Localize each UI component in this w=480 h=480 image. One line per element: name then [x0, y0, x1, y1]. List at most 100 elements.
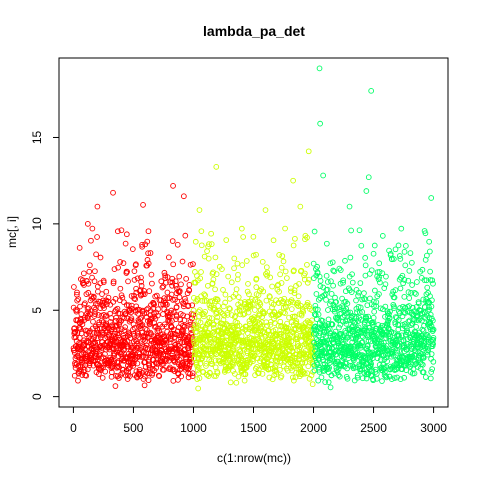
data-point	[156, 373, 163, 379]
data-point	[99, 375, 106, 381]
data-point	[136, 307, 143, 313]
data-point	[176, 273, 183, 280]
data-point	[349, 271, 355, 278]
data-point	[277, 271, 284, 278]
data-point	[348, 227, 354, 234]
data-point	[340, 279, 346, 286]
y-tick-label: 5	[30, 307, 44, 314]
data-point	[210, 276, 217, 283]
data-point	[320, 172, 326, 179]
data-point	[189, 373, 196, 379]
data-point	[391, 256, 397, 262]
data-point	[315, 311, 322, 318]
data-point	[312, 323, 319, 330]
data-point	[92, 340, 99, 347]
data-point	[301, 323, 307, 330]
data-point	[267, 274, 274, 281]
data-point	[349, 279, 356, 286]
data-point	[135, 310, 141, 317]
data-point	[385, 333, 392, 339]
data-point	[191, 355, 198, 362]
data-point	[405, 277, 412, 284]
data-point	[382, 373, 389, 380]
data-point	[74, 297, 80, 304]
data-point	[169, 238, 176, 244]
data-point	[169, 282, 175, 289]
data-point	[182, 295, 188, 302]
data-point	[280, 258, 287, 265]
data-point	[382, 303, 389, 310]
data-point	[213, 309, 220, 315]
data-point	[324, 279, 331, 285]
data-point	[401, 342, 407, 348]
data-point	[370, 250, 377, 257]
data-point	[409, 259, 415, 266]
data-point	[123, 354, 130, 361]
data-point	[236, 304, 243, 311]
data-point	[95, 321, 102, 328]
data-point	[310, 369, 316, 375]
data-point	[88, 237, 94, 244]
data-point	[107, 301, 114, 308]
data-point	[274, 282, 281, 289]
data-point	[145, 350, 152, 357]
data-point	[282, 225, 288, 232]
data-point	[179, 258, 186, 265]
data-point	[375, 340, 381, 347]
data-point	[430, 317, 436, 324]
data-point	[138, 274, 144, 281]
data-point	[376, 361, 383, 368]
data-point	[390, 352, 397, 359]
data-point	[343, 320, 350, 327]
x-tick-label: 3000	[420, 421, 447, 435]
data-point	[373, 299, 380, 305]
data-point	[389, 347, 396, 353]
data-point	[357, 342, 364, 349]
data-point	[261, 310, 268, 316]
data-point	[93, 251, 99, 258]
data-point	[214, 370, 221, 376]
data-point	[233, 379, 240, 386]
data-point	[430, 334, 437, 341]
data-point	[174, 298, 181, 305]
data-point	[315, 377, 322, 384]
data-point	[121, 346, 128, 353]
data-point	[241, 346, 247, 353]
data-point	[368, 87, 375, 94]
data-point	[344, 334, 351, 341]
data-point	[212, 254, 219, 261]
data-point	[128, 315, 135, 322]
data-point	[129, 246, 136, 252]
data-point	[277, 359, 284, 366]
data-point	[359, 309, 366, 315]
data-point	[289, 354, 296, 361]
data-point	[220, 287, 226, 293]
data-point	[71, 284, 77, 290]
data-point	[359, 375, 366, 382]
data-point	[131, 268, 138, 275]
data-point	[264, 272, 270, 279]
data-point	[301, 276, 308, 283]
data-point	[140, 353, 147, 360]
data-point	[297, 344, 303, 350]
data-point	[139, 354, 145, 361]
data-point	[130, 326, 136, 333]
data-point	[173, 331, 179, 338]
data-point	[304, 261, 310, 268]
data-point	[419, 310, 426, 317]
data-point	[118, 227, 125, 234]
data-point	[381, 285, 388, 292]
data-point	[337, 267, 344, 273]
data-point	[141, 382, 148, 389]
data-point	[246, 291, 252, 298]
data-point	[99, 291, 105, 297]
data-point	[248, 296, 255, 302]
data-point	[210, 322, 216, 328]
data-point	[369, 322, 376, 328]
data-point	[428, 303, 435, 310]
data-point	[283, 304, 289, 311]
data-point	[336, 373, 343, 380]
data-point	[184, 322, 191, 329]
data-point	[355, 292, 361, 299]
data-point	[313, 291, 320, 297]
